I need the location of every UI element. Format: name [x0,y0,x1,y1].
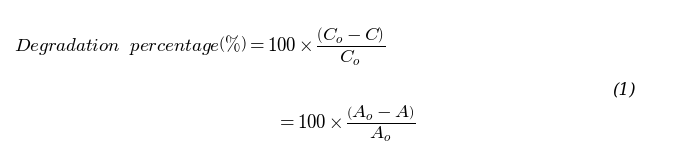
Text: (1): (1) [612,82,636,99]
Text: $\mathit{Degradation\ \ percentage}\left(\%\right)=100\times\dfrac{\left(C_{o}-C: $\mathit{Degradation\ \ percentage}\left… [14,26,385,68]
Text: $=100\times\dfrac{\left(A_{o}-A\right)}{A_{o}}$: $=100\times\dfrac{\left(A_{o}-A\right)}{… [276,104,416,144]
